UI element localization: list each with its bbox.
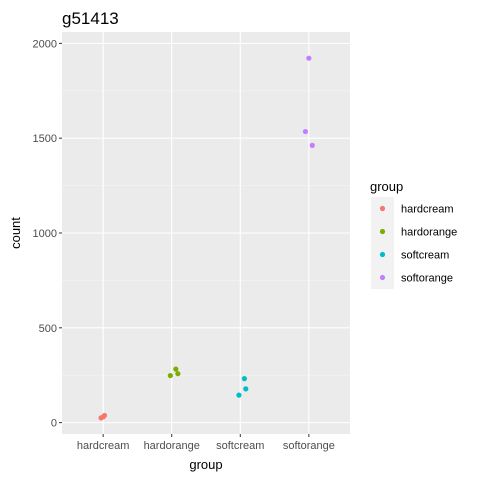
x-tick-label: softcream <box>216 440 264 452</box>
data-point-hardorange <box>175 371 181 377</box>
data-point-hardorange <box>167 372 173 379</box>
legend-title: group <box>370 179 403 194</box>
data-point-softcream <box>236 392 242 398</box>
y-tick-label: 0 <box>51 418 57 430</box>
legend-key-softorange <box>379 274 386 281</box>
data-point-softorange <box>309 142 315 148</box>
legend-key-hardcream <box>379 205 386 212</box>
data-point-hardorange <box>173 366 179 372</box>
legend-label-hardcream: hardcream <box>401 204 454 216</box>
y-tick-label: 500 <box>39 323 57 335</box>
chart-title: g51413 <box>62 9 119 28</box>
legend: group hardcream hardorange softcream softor… <box>370 179 457 289</box>
x-tick-label: softorange <box>283 440 335 452</box>
legend-key-hardorange <box>379 228 386 235</box>
data-points <box>98 55 315 421</box>
grid-major <box>62 32 350 434</box>
y-axis-ticks: 0 500 1000 1500 2000 <box>33 38 62 430</box>
x-axis-title: group <box>189 457 222 472</box>
legend-label-softorange: softorange <box>401 273 453 285</box>
y-tick-label: 2000 <box>33 38 57 50</box>
x-axis-ticks: hardcream hardorange softcream softorange <box>77 434 335 452</box>
y-axis-title: count <box>8 217 23 249</box>
y-tick-label: 1000 <box>33 228 57 240</box>
grid-minor <box>62 90 350 376</box>
x-tick-label: hardorange <box>144 440 200 452</box>
y-tick-label: 1500 <box>33 133 57 145</box>
x-tick-label: hardcream <box>77 440 130 452</box>
legend-key-softcream <box>379 251 386 258</box>
data-point-softcream <box>243 386 249 392</box>
data-point-hardcream <box>100 414 106 420</box>
data-point-softorange <box>302 128 309 135</box>
data-point-softcream <box>241 376 247 382</box>
legend-label-softcream: softcream <box>401 250 449 262</box>
legend-label-hardorange: hardorange <box>401 227 457 239</box>
data-point-softorange <box>306 55 312 61</box>
